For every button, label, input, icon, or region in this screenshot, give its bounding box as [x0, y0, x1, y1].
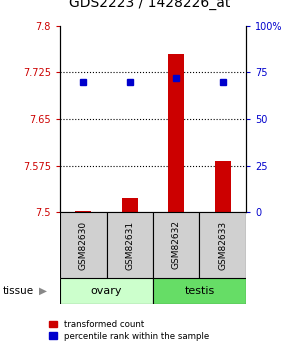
- Text: GSM82633: GSM82633: [218, 220, 227, 269]
- Text: ▶: ▶: [39, 286, 47, 296]
- Bar: [214, 161, 231, 212]
- Text: GSM82630: GSM82630: [79, 220, 88, 269]
- Legend: transformed count, percentile rank within the sample: transformed count, percentile rank withi…: [49, 320, 209, 341]
- FancyBboxPatch shape: [60, 278, 153, 304]
- FancyBboxPatch shape: [200, 212, 246, 278]
- Bar: [75, 211, 92, 212]
- FancyBboxPatch shape: [153, 212, 200, 278]
- FancyBboxPatch shape: [153, 278, 246, 304]
- Text: GSM82632: GSM82632: [172, 220, 181, 269]
- Bar: [168, 54, 184, 212]
- Bar: [122, 198, 138, 212]
- Text: testis: testis: [184, 286, 214, 296]
- FancyBboxPatch shape: [60, 212, 106, 278]
- Text: GDS2223 / 1428226_at: GDS2223 / 1428226_at: [69, 0, 231, 10]
- Text: GSM82631: GSM82631: [125, 220, 134, 269]
- Text: ovary: ovary: [91, 286, 122, 296]
- FancyBboxPatch shape: [106, 212, 153, 278]
- Text: tissue: tissue: [3, 286, 34, 296]
